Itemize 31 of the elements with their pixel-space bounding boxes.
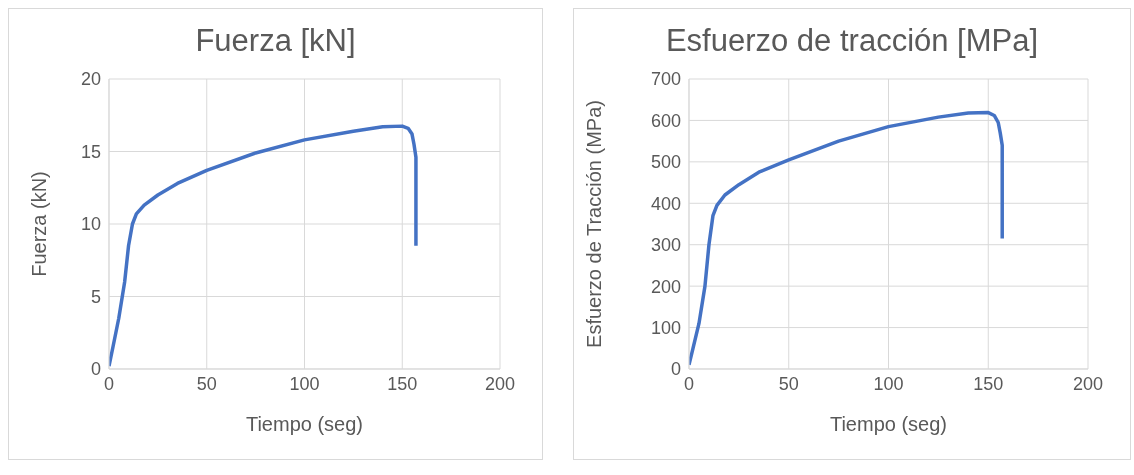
y-tick-label: 5	[90, 286, 101, 307]
x-axis-title: Tiempo (seg)	[829, 413, 948, 435]
y-tick-label: 300	[650, 235, 681, 256]
y-tick-label: 400	[650, 193, 681, 214]
y-tick-label: 0	[670, 359, 681, 380]
x-tick-label: 150	[387, 373, 418, 394]
x-axis-title: Tiempo (seg)	[245, 413, 364, 435]
y-tick-label: 600	[650, 110, 681, 131]
y-axis-title: Esfuerzo de Tracción (MPa)	[583, 100, 606, 348]
y-tick-label: 200	[650, 276, 681, 297]
x-tick-label: 200	[484, 373, 516, 394]
y-axis-title: Fuerza (kN)	[28, 171, 51, 277]
chart-title: Fuerza [kN]	[194, 23, 357, 60]
chart-title: Esfuerzo de tracción [MPa]	[664, 23, 1040, 60]
x-tick-label: 0	[683, 373, 695, 394]
x-tick-label: 100	[289, 373, 320, 394]
x-tick-label: 0	[103, 373, 115, 394]
y-tick-label: 20	[80, 69, 101, 90]
y-tick-label: 500	[650, 152, 681, 173]
x-tick-label: 100	[873, 373, 904, 394]
line-series	[109, 124, 418, 368]
y-tick-label: 0	[90, 359, 101, 380]
y-tick-label: 700	[650, 69, 681, 90]
x-tick-label: 50	[778, 373, 799, 394]
y-tick-label: 15	[80, 141, 101, 162]
y-tick-label: 10	[80, 214, 101, 235]
x-tick-label: 200	[1072, 373, 1104, 394]
y-tick-label: 100	[650, 317, 681, 338]
line-series	[689, 110, 1004, 367]
x-tick-label: 50	[196, 373, 217, 394]
x-tick-label: 150	[973, 373, 1004, 394]
